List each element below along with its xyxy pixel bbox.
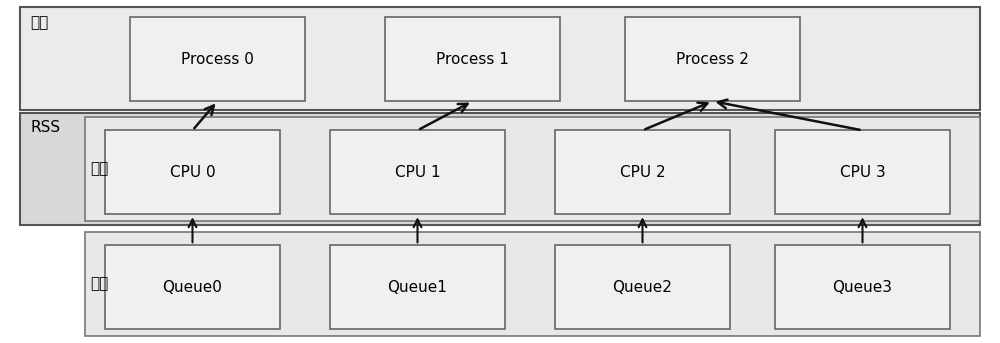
FancyBboxPatch shape (105, 130, 280, 214)
Text: 进程: 进程 (30, 15, 48, 31)
FancyBboxPatch shape (625, 17, 800, 101)
Text: Queue3: Queue3 (832, 280, 893, 295)
FancyBboxPatch shape (130, 17, 305, 101)
FancyBboxPatch shape (555, 130, 730, 214)
FancyBboxPatch shape (330, 245, 505, 329)
Text: CPU 0: CPU 0 (170, 165, 215, 180)
Text: 网卡: 网卡 (90, 276, 108, 291)
Text: Queue2: Queue2 (613, 280, 672, 295)
FancyBboxPatch shape (385, 17, 560, 101)
Text: RSS: RSS (30, 120, 60, 135)
Text: CPU 2: CPU 2 (620, 165, 665, 180)
Text: CPU 1: CPU 1 (395, 165, 440, 180)
FancyBboxPatch shape (330, 130, 505, 214)
Text: Queue0: Queue0 (163, 280, 222, 295)
Text: Process 1: Process 1 (436, 52, 509, 67)
Text: Process 0: Process 0 (181, 52, 254, 67)
FancyBboxPatch shape (20, 7, 980, 110)
FancyBboxPatch shape (20, 113, 980, 225)
Text: Queue1: Queue1 (388, 280, 447, 295)
FancyBboxPatch shape (105, 245, 280, 329)
Text: Process 2: Process 2 (676, 52, 749, 67)
Text: CPU 3: CPU 3 (840, 165, 885, 180)
FancyBboxPatch shape (775, 245, 950, 329)
FancyBboxPatch shape (775, 130, 950, 214)
FancyBboxPatch shape (555, 245, 730, 329)
FancyBboxPatch shape (85, 232, 980, 336)
FancyBboxPatch shape (85, 117, 980, 221)
Text: 驱动: 驱动 (90, 162, 108, 176)
